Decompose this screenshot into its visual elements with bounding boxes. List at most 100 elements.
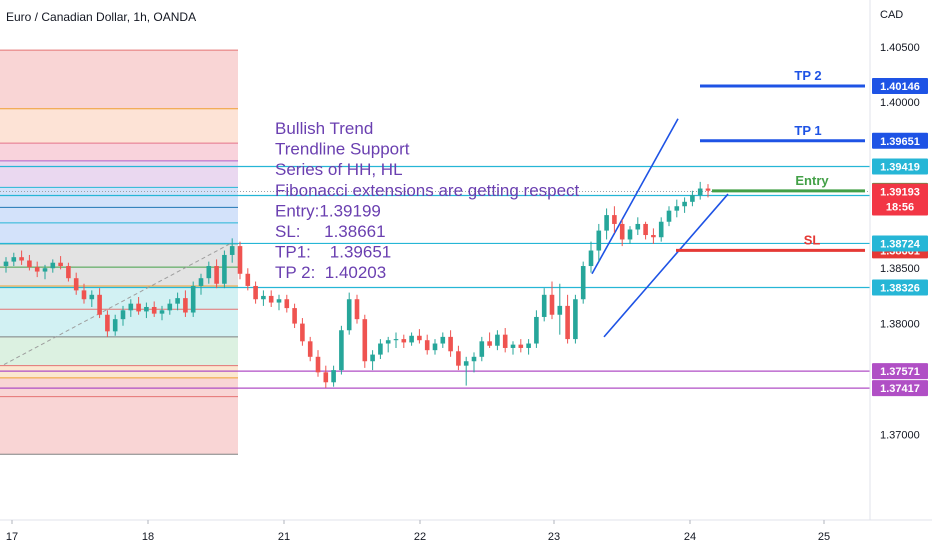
- candle: [635, 217, 641, 236]
- time-axis[interactable]: 17 18 21 22 23 24 25: [6, 520, 830, 543]
- candle-body: [580, 266, 586, 300]
- candles: [3, 181, 711, 388]
- price-label: 1.39419: [872, 158, 928, 175]
- candle: [401, 334, 407, 348]
- price-label-bg: [872, 158, 928, 175]
- candle: [331, 365, 336, 387]
- candle: [526, 339, 531, 355]
- candle-body: [604, 215, 609, 231]
- candle-body: [440, 336, 446, 344]
- currency-label: CAD: [880, 9, 903, 21]
- candle: [159, 305, 165, 321]
- candle: [463, 356, 469, 386]
- candle-body: [596, 230, 602, 251]
- price-label-bg: [872, 380, 928, 397]
- time-tick-label: 18: [142, 531, 154, 543]
- candle: [651, 228, 656, 244]
- annotation-line: TP1: 1.39651: [275, 243, 391, 262]
- candle: [432, 339, 438, 355]
- chart-header: Euro / Canadian Dollar, 1h, OANDA: [6, 10, 196, 24]
- candle: [112, 314, 118, 336]
- candle: [206, 261, 212, 284]
- price-tick-label: 1.38500: [880, 263, 920, 275]
- channel-upper-line: [591, 118, 679, 275]
- candle: [339, 325, 344, 375]
- candle-body: [697, 188, 703, 196]
- candle: [261, 290, 266, 306]
- price-label-bg: [872, 279, 928, 296]
- candle: [58, 256, 63, 270]
- chart-title: Euro / Canadian Dollar, 1h, OANDA: [6, 10, 196, 24]
- candle: [276, 294, 282, 311]
- candle-body: [565, 305, 570, 340]
- candle-body: [276, 299, 282, 303]
- candle-body: [666, 210, 672, 222]
- candle-body: [463, 361, 469, 366]
- candle-body: [643, 223, 648, 236]
- candle: [510, 341, 516, 355]
- candle-body: [370, 354, 375, 362]
- time-tick-label: 23: [548, 531, 560, 543]
- annotation-line: Bullish Trend: [275, 119, 373, 138]
- candle-body: [534, 316, 539, 344]
- candle: [456, 345, 461, 371]
- price-axis[interactable]: 1.40500 1.40000 1.38500 1.38000 1.37000: [880, 42, 920, 442]
- candle-body: [128, 303, 134, 311]
- candle: [479, 336, 485, 362]
- candle-body: [658, 221, 664, 238]
- candle-body: [268, 295, 274, 303]
- candle: [144, 302, 149, 319]
- candle-body: [417, 335, 422, 341]
- candle: [175, 292, 180, 311]
- fib-band: [0, 365, 238, 378]
- annotation-line: SL: 1.38661: [275, 222, 386, 241]
- candle-body: [682, 201, 687, 207]
- candle: [393, 332, 399, 348]
- candle-body: [323, 372, 329, 383]
- candle-body: [27, 260, 32, 268]
- candle: [417, 329, 422, 344]
- candle-body: [222, 254, 227, 284]
- trend-channel: [591, 118, 729, 338]
- candle-body: [362, 319, 368, 362]
- price-tick-label: 1.40500: [880, 42, 920, 54]
- candle: [424, 334, 430, 355]
- candle: [268, 290, 274, 307]
- price-label: 1.39651: [872, 132, 928, 149]
- current-price-label: 1.39193 18:56: [872, 183, 928, 216]
- annotation-line: Series of HH, HL: [275, 160, 403, 179]
- trade-level-tag: Entry: [795, 173, 829, 188]
- candle: [385, 336, 391, 353]
- candle-body: [432, 343, 438, 351]
- candle-body: [300, 323, 305, 342]
- candle-body: [518, 344, 524, 348]
- candle-body: [190, 285, 196, 313]
- candle: [487, 332, 492, 348]
- candle-body: [393, 339, 399, 341]
- candle: [11, 252, 17, 267]
- candle-body: [206, 266, 212, 279]
- candle: [81, 283, 87, 304]
- candle-body: [183, 298, 188, 313]
- candle: [167, 299, 173, 315]
- fib-band: [0, 108, 238, 144]
- candle: [346, 292, 352, 335]
- candle: [214, 259, 219, 289]
- current-price-text: 1.39193: [880, 187, 920, 199]
- candle-body: [120, 310, 126, 320]
- candle-body: [11, 257, 17, 262]
- candle: [292, 303, 297, 329]
- candle-body: [487, 341, 492, 346]
- price-label-bg: [872, 78, 928, 95]
- price-labels: 1.401461.396511.391991.386611.394191.391…: [872, 78, 928, 397]
- price-label: 1.40146: [872, 78, 928, 95]
- candle: [34, 261, 40, 278]
- candle-body: [307, 341, 313, 357]
- candle-body: [385, 340, 391, 344]
- candle-body: [526, 343, 531, 348]
- fib-band: [0, 187, 238, 244]
- candle-body: [89, 294, 95, 300]
- candle-body: [198, 278, 204, 286]
